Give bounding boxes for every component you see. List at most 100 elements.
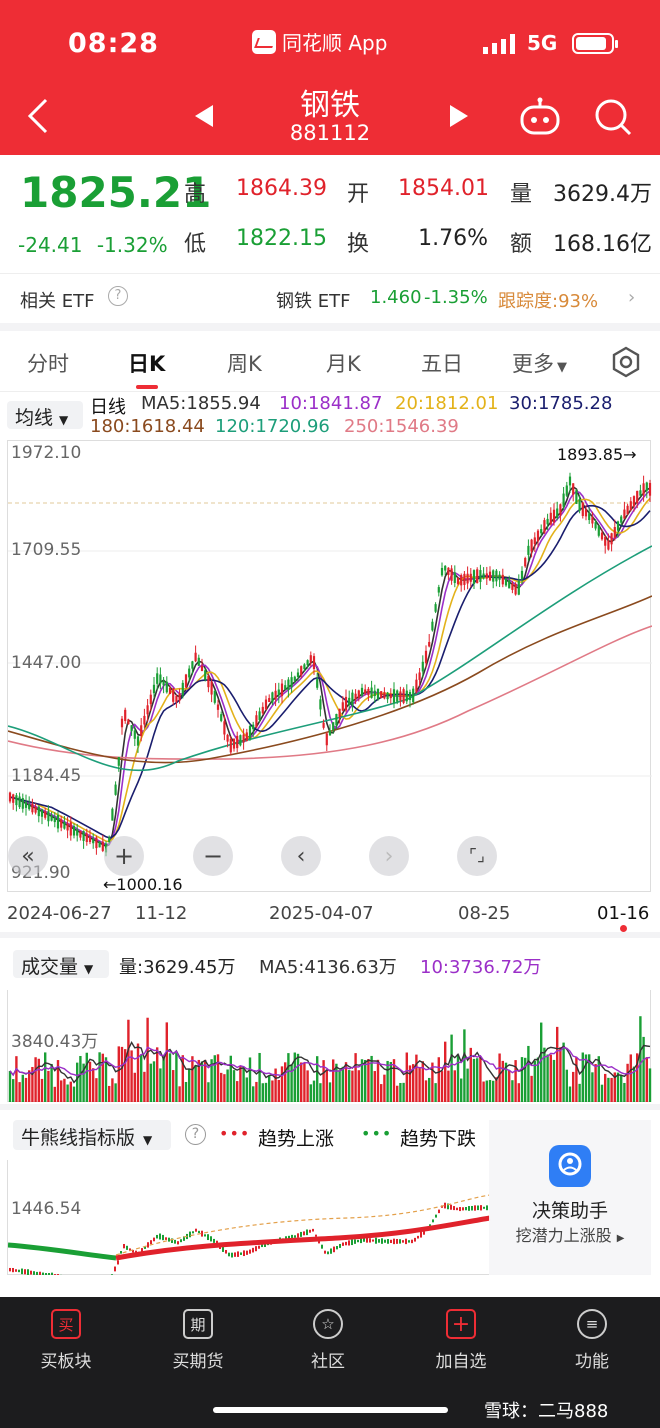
bullbear-canvas	[7, 1194, 491, 1286]
nav-label: 买板块	[40, 1352, 92, 1372]
section-divider	[0, 323, 660, 331]
settings-icon[interactable]	[610, 346, 642, 378]
nav-functions[interactable]: ≡ 功能	[552, 1309, 632, 1372]
home-indicator	[213, 1407, 448, 1413]
nav-buy-sector[interactable]: 买 买板块	[26, 1309, 106, 1372]
etf-name: 钢铁 ETF	[276, 291, 351, 312]
ma120-legend: 120:1720.96	[215, 416, 330, 437]
open-value: 1854.01	[398, 176, 489, 201]
top-header: 08:28 同花顺 App 5G 钢铁 881112	[0, 0, 660, 155]
volume-value-legend: 量:3629.45万	[119, 957, 236, 978]
volume-chart[interactable]	[7, 990, 652, 1102]
volume-canvas	[8, 1016, 652, 1102]
step-left-icon[interactable]: ‹	[281, 836, 321, 876]
date-1: 2024-06-27	[7, 903, 112, 924]
help-icon[interactable]: ?	[108, 286, 128, 306]
decision-assistant-card[interactable]: 决策助手 挖潜力上涨股 ▶	[489, 1120, 651, 1275]
volume-ma10-legend: 10:3736.72万	[420, 957, 542, 978]
prev-stock-icon[interactable]	[193, 103, 215, 129]
search-icon[interactable]	[593, 97, 633, 137]
turnover-value: 1.76%	[418, 226, 488, 251]
etf-tracking: 跟踪度:93%	[498, 291, 599, 312]
high-marker: 1893.85→	[557, 445, 637, 464]
status-time: 08:28	[68, 28, 159, 59]
app-title: 同花顺 App	[252, 27, 387, 56]
play-icon: ▶	[616, 1233, 625, 1244]
nav-buy-futures[interactable]: 期 买期货	[158, 1309, 238, 1372]
volume-label: 量	[510, 182, 533, 207]
zoom-out-icon[interactable]: −	[193, 836, 233, 876]
assistant-subtitle: 挖潜力上涨股 ▶	[489, 1222, 651, 1246]
date-5: 01-16	[597, 903, 650, 924]
tab-monthly[interactable]: 月K	[326, 352, 361, 376]
period-tabs: 分时 日K 周K 月K 五日 更多 ▼	[0, 332, 660, 392]
quote-panel: 1825.21 -24.41 -1.32% 高 1864.39 开 1854.0…	[0, 155, 660, 273]
back-icon[interactable]	[22, 96, 56, 136]
nav-label: 功能	[575, 1352, 609, 1372]
price-change: -24.41 -1.32%	[18, 233, 168, 257]
tab-more[interactable]: 更多 ▼	[512, 348, 567, 378]
low-value: 1822.15	[236, 226, 327, 251]
ma-selector-label: 均线	[15, 407, 54, 429]
amount-value: 168.16亿	[553, 232, 652, 257]
tab-minute[interactable]: 分时	[27, 352, 69, 376]
nav-label: 买期货	[172, 1352, 224, 1372]
high-label: 高	[184, 182, 207, 207]
futures-icon: 期	[183, 1309, 213, 1339]
etf-price: 1.460	[370, 287, 422, 308]
ma20-legend: 20:1812.01	[395, 393, 499, 414]
robot-assistant-icon[interactable]	[519, 97, 561, 137]
scroll-left-icon[interactable]: «	[8, 836, 48, 876]
network-type: 5G	[527, 31, 558, 55]
last-price: 1825.21	[20, 168, 212, 217]
date-2: 11-12	[135, 903, 188, 924]
fullscreen-icon[interactable]: ⌜⌟	[457, 836, 497, 876]
zoom-in-icon[interactable]: +	[104, 836, 144, 876]
amount-label: 额	[510, 232, 533, 257]
signal-icon	[483, 34, 515, 54]
battery-icon	[572, 33, 618, 54]
nav-label: 社区	[311, 1352, 345, 1372]
nav-add-watchlist[interactable]: + 加自选	[421, 1309, 501, 1372]
next-stock-icon[interactable]	[448, 103, 470, 129]
app-logo-icon	[252, 29, 276, 54]
today-dot	[620, 925, 627, 932]
app-name: 同花顺 App	[282, 31, 388, 55]
add-icon: +	[446, 1309, 476, 1339]
indicator-selector[interactable]: 牛熊线指标版 ▼	[13, 1120, 171, 1150]
open-label: 开	[347, 182, 370, 207]
caret-down-icon: ▼	[143, 1133, 153, 1147]
related-etf-row[interactable]: 相关 ETF ? 钢铁 ETF 1.460 -1.35% 跟踪度:93% ›	[0, 273, 660, 323]
up-trend-label: 趋势上涨	[258, 1128, 335, 1150]
ma5-legend: MA5:1855.94	[141, 393, 261, 414]
nav-label: 加自选	[435, 1352, 487, 1372]
ma30-legend: 30:1785.28	[509, 393, 613, 414]
help-icon[interactable]: ?	[185, 1124, 206, 1145]
kline-chart[interactable]	[7, 440, 653, 892]
step-right-icon[interactable]: ›	[369, 836, 409, 876]
bullbear-y-tick: 1446.54	[11, 1199, 82, 1219]
y-tick-4: 1184.45	[11, 766, 82, 786]
change-percent: -1.32%	[96, 233, 168, 257]
ma250-legend: 250:1546.39	[344, 416, 459, 437]
caret-down-icon: ▼	[557, 360, 567, 375]
indicator-selector-label: 牛熊线指标版	[21, 1127, 136, 1149]
tab-daily[interactable]: 日K	[128, 352, 166, 376]
low-marker: ←1000.16	[103, 875, 183, 894]
caret-down-icon: ▼	[59, 413, 69, 427]
etf-pct: -1.35%	[424, 287, 488, 308]
low-label: 低	[184, 232, 207, 257]
change-value: -24.41	[18, 233, 83, 257]
tab-weekly[interactable]: 周K	[227, 352, 262, 376]
ma-selector[interactable]: 均线 ▼	[7, 401, 83, 429]
volume-value: 3629.4万	[553, 182, 652, 207]
assistant-icon	[549, 1145, 591, 1187]
tab-five-day[interactable]: 五日	[421, 352, 463, 376]
nav-community[interactable]: ☆ 社区	[288, 1309, 368, 1372]
caret-down-icon: ▼	[84, 962, 94, 976]
bottom-navigation: 买 买板块 期 买期货 ☆ 社区 + 加自选 ≡ 功能	[0, 1297, 660, 1428]
stock-code: 881112	[289, 121, 371, 145]
volume-selector[interactable]: 成交量 ▼	[13, 950, 109, 978]
date-3: 2025-04-07	[269, 903, 374, 924]
down-trend-dots: •••	[361, 1124, 393, 1143]
